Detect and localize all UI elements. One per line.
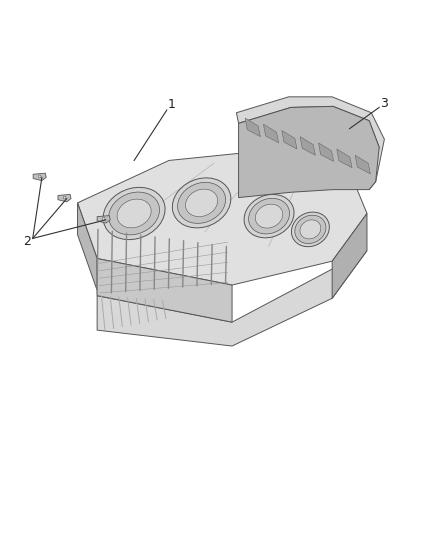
Ellipse shape <box>103 187 165 240</box>
Ellipse shape <box>244 195 294 238</box>
Ellipse shape <box>102 217 105 220</box>
Polygon shape <box>78 203 97 290</box>
Polygon shape <box>332 214 367 298</box>
Polygon shape <box>300 136 315 155</box>
Ellipse shape <box>172 178 231 228</box>
Polygon shape <box>355 155 371 174</box>
Polygon shape <box>337 149 352 168</box>
Polygon shape <box>97 259 232 322</box>
Polygon shape <box>97 251 367 346</box>
Polygon shape <box>282 131 297 149</box>
Ellipse shape <box>39 175 41 177</box>
Polygon shape <box>263 124 279 143</box>
Ellipse shape <box>63 196 66 199</box>
Text: 1: 1 <box>167 98 175 111</box>
Ellipse shape <box>249 198 290 234</box>
Ellipse shape <box>186 189 218 216</box>
Polygon shape <box>245 118 260 136</box>
Polygon shape <box>97 216 110 223</box>
Text: 3: 3 <box>381 96 389 110</box>
Ellipse shape <box>117 199 151 228</box>
Polygon shape <box>239 107 379 198</box>
Ellipse shape <box>300 220 321 239</box>
Ellipse shape <box>295 215 326 244</box>
Polygon shape <box>33 173 46 181</box>
Polygon shape <box>237 97 385 190</box>
Polygon shape <box>58 195 71 202</box>
Text: 2: 2 <box>24 235 32 247</box>
Ellipse shape <box>109 192 159 235</box>
Polygon shape <box>78 150 367 285</box>
Polygon shape <box>318 143 334 161</box>
Ellipse shape <box>255 204 283 228</box>
Ellipse shape <box>291 212 329 247</box>
Ellipse shape <box>178 182 226 223</box>
